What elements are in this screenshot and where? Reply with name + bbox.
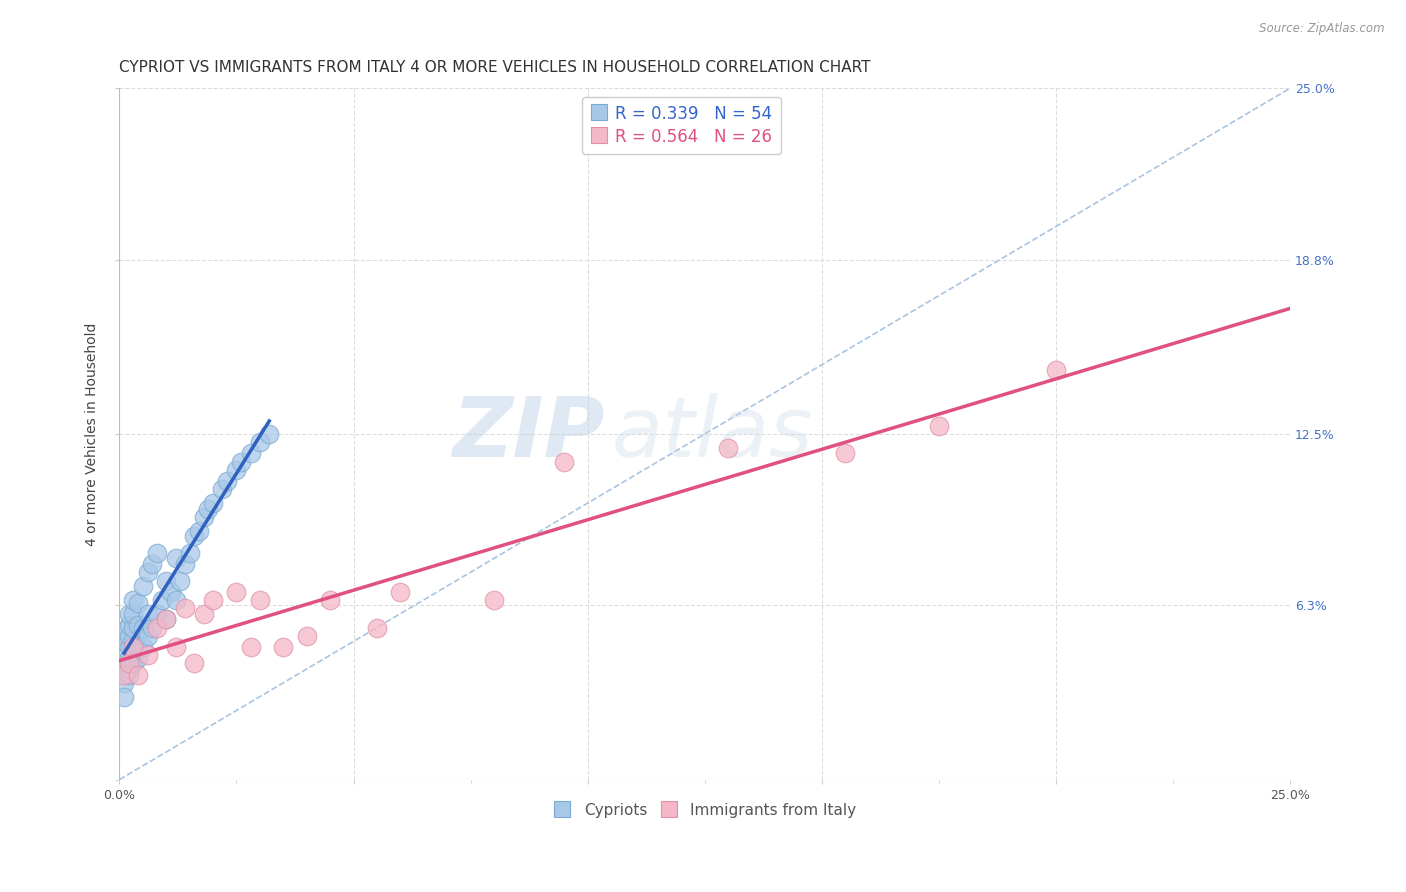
Point bbox=[179, 546, 201, 560]
Point bbox=[132, 620, 155, 634]
Point bbox=[193, 509, 215, 524]
Point bbox=[136, 629, 159, 643]
Point bbox=[202, 592, 225, 607]
Point bbox=[202, 496, 225, 510]
Point bbox=[239, 446, 262, 460]
Point bbox=[132, 579, 155, 593]
Point bbox=[239, 640, 262, 654]
Point bbox=[165, 551, 187, 566]
Point bbox=[146, 546, 169, 560]
Point bbox=[122, 592, 145, 607]
Point bbox=[553, 454, 575, 468]
Point bbox=[146, 607, 169, 621]
Point bbox=[249, 435, 271, 450]
Point bbox=[136, 648, 159, 662]
Point bbox=[122, 607, 145, 621]
Point bbox=[141, 557, 163, 571]
Point bbox=[112, 634, 135, 648]
Point bbox=[174, 601, 197, 615]
Point bbox=[174, 557, 197, 571]
Point bbox=[183, 657, 205, 671]
Point bbox=[155, 612, 177, 626]
Point bbox=[150, 592, 173, 607]
Point bbox=[295, 629, 318, 643]
Point bbox=[127, 667, 149, 681]
Legend: Cypriots, Immigrants from Italy: Cypriots, Immigrants from Italy bbox=[547, 797, 862, 824]
Point bbox=[118, 640, 141, 654]
Point bbox=[146, 620, 169, 634]
Point bbox=[211, 482, 233, 496]
Point bbox=[717, 441, 740, 455]
Point bbox=[225, 463, 247, 477]
Point bbox=[188, 524, 211, 538]
Point bbox=[160, 584, 183, 599]
Point bbox=[225, 584, 247, 599]
Point bbox=[183, 529, 205, 543]
Point bbox=[118, 617, 141, 632]
Point bbox=[231, 454, 253, 468]
Point bbox=[273, 640, 295, 654]
Point bbox=[834, 446, 856, 460]
Text: ZIP: ZIP bbox=[453, 393, 605, 475]
Point bbox=[127, 617, 149, 632]
Point bbox=[259, 426, 281, 441]
Point bbox=[132, 640, 155, 654]
Point bbox=[141, 620, 163, 634]
Point bbox=[136, 565, 159, 579]
Point bbox=[366, 620, 388, 634]
Point bbox=[122, 645, 145, 659]
Point bbox=[112, 645, 135, 659]
Point bbox=[112, 624, 135, 638]
Point bbox=[112, 667, 135, 681]
Point bbox=[127, 596, 149, 610]
Point bbox=[122, 634, 145, 648]
Point bbox=[928, 418, 950, 433]
Text: Source: ZipAtlas.com: Source: ZipAtlas.com bbox=[1260, 22, 1385, 36]
Point bbox=[122, 657, 145, 671]
Point bbox=[136, 607, 159, 621]
Point bbox=[217, 474, 239, 488]
Point bbox=[482, 592, 505, 607]
Point bbox=[165, 592, 187, 607]
Point bbox=[118, 657, 141, 671]
Point bbox=[193, 607, 215, 621]
Point bbox=[319, 592, 342, 607]
Point bbox=[118, 651, 141, 665]
Point bbox=[112, 690, 135, 704]
Point bbox=[169, 574, 191, 588]
Point bbox=[165, 640, 187, 654]
Point bbox=[197, 501, 219, 516]
Point bbox=[112, 675, 135, 690]
Point bbox=[389, 584, 412, 599]
Point bbox=[112, 657, 135, 671]
Point bbox=[127, 651, 149, 665]
Point bbox=[118, 662, 141, 676]
Text: CYPRIOT VS IMMIGRANTS FROM ITALY 4 OR MORE VEHICLES IN HOUSEHOLD CORRELATION CHA: CYPRIOT VS IMMIGRANTS FROM ITALY 4 OR MO… bbox=[120, 60, 870, 75]
Point bbox=[122, 640, 145, 654]
Point bbox=[127, 640, 149, 654]
Point bbox=[155, 612, 177, 626]
Point bbox=[249, 592, 271, 607]
Point bbox=[155, 574, 177, 588]
Point bbox=[118, 629, 141, 643]
Text: atlas: atlas bbox=[612, 393, 813, 475]
Point bbox=[122, 620, 145, 634]
Point bbox=[118, 607, 141, 621]
Point bbox=[1045, 363, 1067, 377]
Y-axis label: 4 or more Vehicles in Household: 4 or more Vehicles in Household bbox=[86, 322, 100, 546]
Point bbox=[118, 667, 141, 681]
